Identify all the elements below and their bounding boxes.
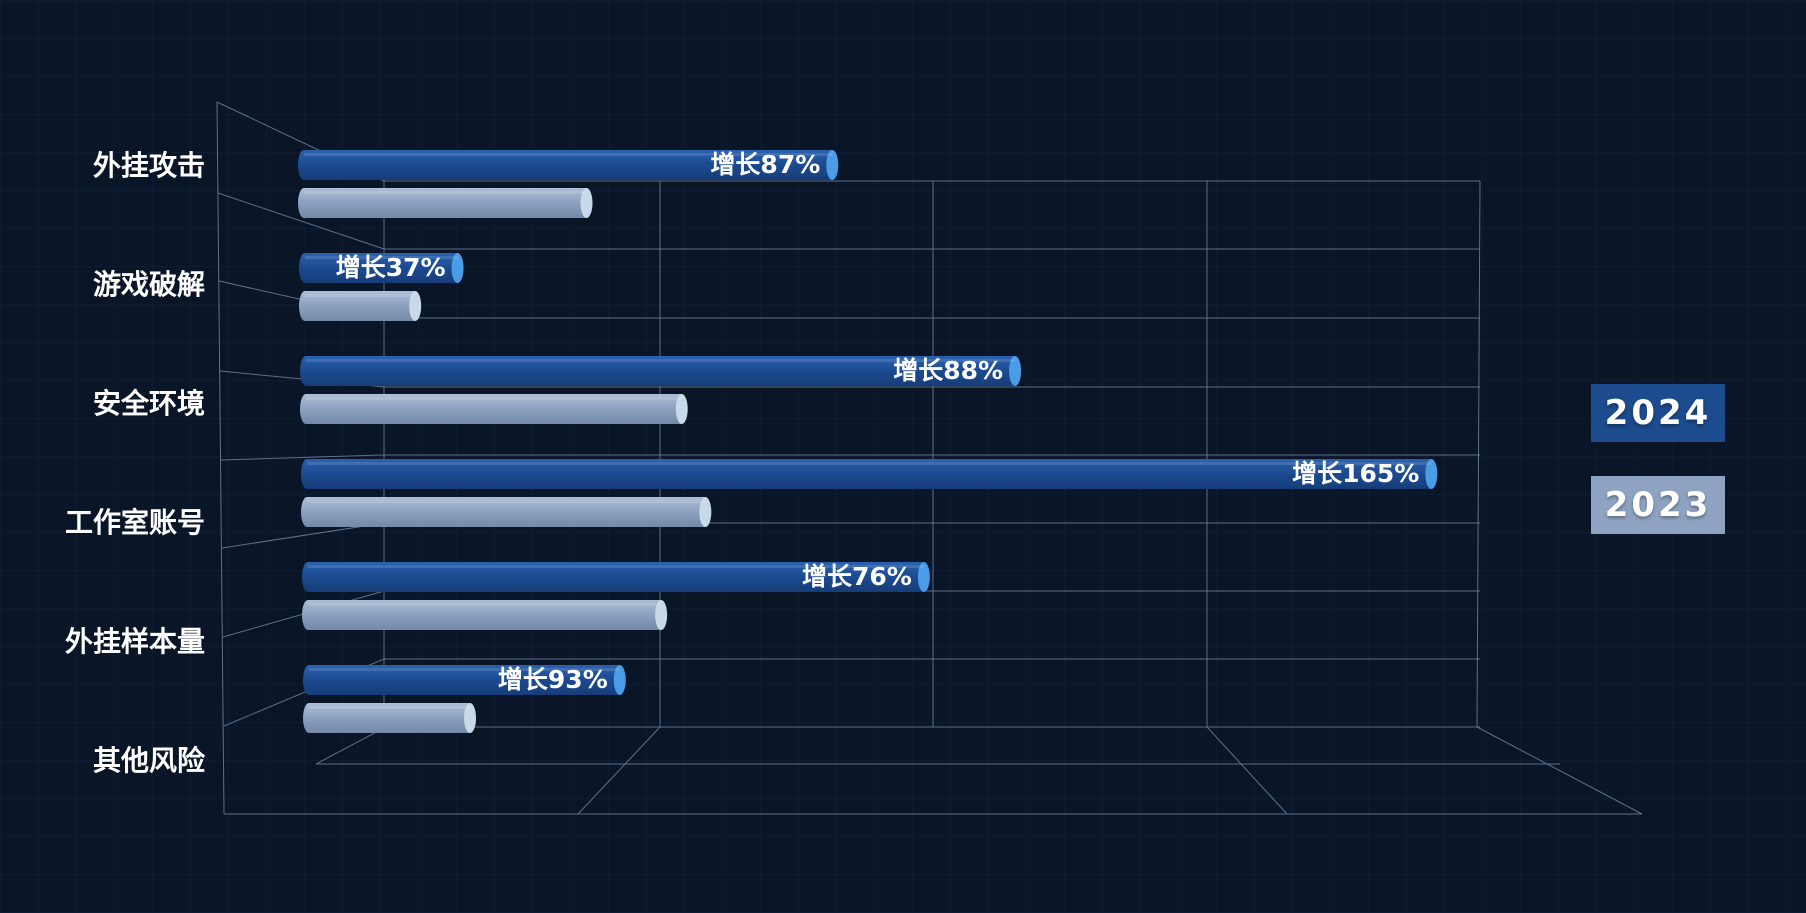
bar-2024-base: [301, 459, 313, 489]
legend-item-2023: 2023: [1591, 476, 1725, 534]
bar-data-label: 增长165%: [1292, 459, 1419, 488]
grid-side-wall-line: [217, 192, 385, 250]
bar-2024-base: [303, 665, 315, 695]
bar-2023-cap: [675, 394, 688, 424]
bar-2024-body: [309, 665, 620, 695]
bar-2023-base: [303, 703, 315, 733]
bar-2024: [298, 150, 839, 180]
bar-2023-cap: [580, 188, 593, 218]
bar-2024-highlight: [307, 462, 1432, 465]
grid-front-left-edge: [216, 101, 225, 815]
bar-2023-highlight: [306, 397, 682, 400]
bar-2023-base: [298, 188, 310, 218]
bar-2024-highlight: [305, 256, 458, 259]
bars: 增长87% 增长37% 增长88% 增长165% 增长76% 增长93%: [298, 150, 1438, 733]
grid-frame: [216, 101, 1643, 815]
bar-2024-base: [298, 150, 310, 180]
bar-2024: [302, 562, 930, 592]
bar-data-label: 增长93%: [498, 665, 608, 694]
bar-2024-base: [302, 562, 314, 592]
bar-2023-cap: [699, 497, 712, 527]
bar-2023-body: [309, 703, 471, 733]
bar-2023-cap: [464, 703, 477, 733]
bar-2024-highlight: [306, 359, 1016, 362]
bar-data-label: 增长87%: [710, 150, 820, 179]
bar-2024-cap: [1425, 459, 1438, 489]
category-label: 安全环境: [93, 387, 205, 420]
bar-2023: [300, 394, 688, 424]
bar-2023-body: [306, 394, 682, 424]
bar-2023: [298, 188, 593, 218]
category-label: 其他风险: [93, 744, 206, 777]
bar-2024-body: [306, 356, 1016, 386]
bar-2023-body: [305, 291, 416, 321]
bar-2024-body: [304, 150, 833, 180]
bar-2023-highlight: [308, 603, 662, 606]
bar-2023-base: [301, 497, 313, 527]
bar-2023-highlight: [309, 706, 471, 709]
grid-floor-right-edge: [1476, 726, 1643, 815]
bar-2024-cap: [1009, 356, 1022, 386]
bar-2024-body: [305, 253, 458, 283]
bar-2023-highlight: [305, 294, 416, 297]
bar-2024: [299, 253, 464, 283]
bar-2023-cap: [655, 600, 668, 630]
bar-2024: [303, 665, 626, 695]
bar-2023: [302, 600, 668, 630]
bar-2024-highlight: [309, 668, 620, 671]
bar-data-label: 增长76%: [802, 562, 912, 591]
category-label: 工作室账号: [65, 506, 205, 539]
grid-side-wall-line: [220, 454, 385, 461]
category-label: 外挂样本量: [65, 625, 205, 658]
bar-2023-body: [304, 188, 587, 218]
grid-floor-perspective: [1206, 726, 1288, 815]
bar-2024-body: [307, 459, 1432, 489]
bar-2024-highlight: [304, 153, 833, 156]
bar-2024-cap: [613, 665, 626, 695]
legend-label-2024: 2024: [1604, 393, 1712, 433]
grid-floor-left-join: [315, 727, 385, 765]
bar-2024: [301, 459, 1438, 489]
legend-label-2023: 2023: [1604, 485, 1712, 525]
bar-2024-highlight: [308, 565, 924, 568]
bar-data-label: 增长37%: [336, 253, 446, 282]
bar-2023-body: [307, 497, 706, 527]
category-label: 游戏破解: [93, 268, 205, 301]
bar-2024-body: [308, 562, 924, 592]
bar-2023: [301, 497, 712, 527]
bar-2024-cap: [451, 253, 464, 283]
legend-item-2024: 2024: [1591, 384, 1725, 442]
grid-side-wall-line: [221, 522, 385, 549]
category-label: 外挂攻击: [93, 149, 205, 182]
bar-2023: [299, 291, 422, 321]
bar-2024: [300, 356, 1022, 386]
grid-floor-perspective: [577, 726, 661, 815]
grid-back-right-edge: [1476, 180, 1481, 728]
bar-2023-base: [300, 394, 312, 424]
bar-2023-highlight: [304, 191, 587, 194]
bar-2023-highlight: [307, 500, 706, 503]
bar-2023-base: [299, 291, 311, 321]
bar-2024-base: [299, 253, 311, 283]
bar-2024-base: [300, 356, 312, 386]
bar-2023-body: [308, 600, 662, 630]
bar-2023-cap: [409, 291, 422, 321]
bar-2023-base: [302, 600, 314, 630]
bar-data-label: 增长88%: [893, 356, 1003, 385]
bar-2024-cap: [826, 150, 839, 180]
bar-2024-cap: [917, 562, 930, 592]
bar-2023: [303, 703, 477, 733]
